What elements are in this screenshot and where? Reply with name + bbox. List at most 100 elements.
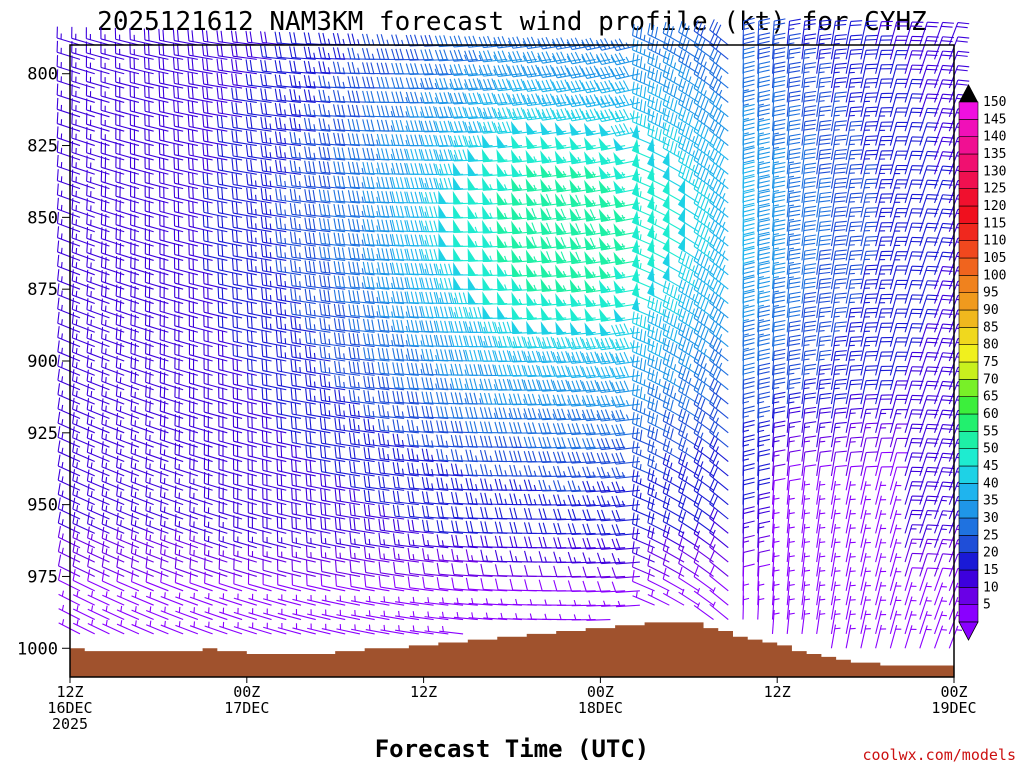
barb-half-flag [376, 253, 379, 260]
barb-half-flag [105, 448, 108, 455]
barb-flag [318, 160, 322, 173]
barb-flag [385, 291, 390, 303]
barb-flag [274, 117, 278, 129]
barb-flag [322, 47, 326, 59]
wind-barb [173, 243, 199, 261]
barb-flag [265, 245, 268, 258]
wind-barb [159, 171, 184, 190]
barb-flag [327, 147, 331, 159]
wind-barb [158, 28, 184, 46]
wind-barb [262, 473, 287, 491]
barb-flag [338, 461, 341, 473]
barb-flag [433, 234, 438, 247]
barb-flag [385, 105, 390, 117]
barb-flag [245, 59, 249, 71]
barb-half-flag [119, 462, 122, 469]
barb-flag [261, 359, 264, 371]
barb-flag [425, 363, 430, 375]
wind-barb [333, 147, 360, 161]
wind-barb [129, 28, 154, 46]
barb-flag [348, 389, 352, 402]
barb-flag [279, 160, 282, 172]
barb-flag [347, 161, 352, 174]
barb-flag [101, 455, 104, 467]
barb-flag [457, 49, 463, 61]
barb-half-flag [255, 194, 257, 201]
barb-flag [337, 161, 341, 173]
barb-staff [56, 51, 81, 60]
wind-barb [71, 369, 95, 391]
barb-flag [86, 369, 89, 382]
barb-flag [436, 391, 440, 404]
barb-flag [304, 345, 308, 358]
wind-barb [217, 215, 243, 233]
wind-barb [188, 200, 213, 218]
barb-flag [439, 78, 444, 90]
barb-half-flag [149, 534, 152, 541]
wind-barb [246, 273, 272, 290]
barb-half-flag [361, 225, 364, 231]
barb-flag [86, 483, 90, 496]
wind-barb [158, 71, 184, 89]
barb-flag [261, 401, 264, 414]
barb-flag [246, 201, 249, 214]
barb-flag [440, 392, 444, 404]
wind-barb [56, 26, 81, 46]
wind-barb [57, 269, 81, 290]
wind-barb [246, 230, 272, 247]
wind-barb [144, 185, 169, 204]
barb-flag [352, 361, 356, 374]
barb-flag [392, 333, 396, 346]
barb-half-flag [420, 340, 423, 347]
barb-flag [246, 187, 249, 200]
barb-flag [143, 28, 146, 40]
barb-half-flag [427, 611, 430, 618]
wind-barb [144, 156, 169, 175]
barb-flag [429, 349, 434, 361]
barb-flag [72, 569, 76, 581]
barb-half-flag [75, 405, 78, 411]
barb-flag [366, 233, 371, 245]
barb-half-flag [134, 463, 137, 470]
barb-flag [399, 120, 404, 132]
barb-flag [439, 49, 444, 61]
wind-barb [188, 229, 213, 247]
wind-barb [101, 441, 125, 463]
wind-barb [304, 132, 331, 147]
barb-half-flag [343, 424, 346, 431]
wind-barb [377, 319, 405, 333]
barb-flag [320, 545, 323, 558]
barb-flag [57, 468, 61, 481]
barb-flag [265, 345, 268, 358]
barb-half-flag [398, 610, 400, 617]
barb-pennant [452, 219, 462, 233]
barb-flag [414, 277, 419, 289]
barb-flag [231, 87, 234, 100]
wind-barb [232, 315, 257, 333]
wind-barb [318, 118, 346, 132]
barb-flag [378, 447, 381, 459]
barb-flag [381, 276, 385, 289]
barb-flag [204, 571, 206, 584]
barb-half-flag [427, 597, 430, 603]
wind-barb [188, 271, 213, 290]
barb-half-flag [468, 326, 472, 333]
barb-flag [392, 362, 396, 374]
barb-flag [232, 301, 234, 313]
barb-flag [347, 133, 352, 145]
barb-flag [324, 461, 327, 473]
barb-flag [235, 202, 238, 214]
barb-flag [410, 248, 415, 261]
wind-barb [57, 354, 81, 376]
barb-half-flag [299, 266, 301, 273]
barb-flag [162, 58, 165, 70]
wind-barb [173, 71, 198, 89]
wind-barb [216, 158, 243, 175]
barb-half-flag [387, 439, 390, 446]
barb-flag [399, 48, 404, 60]
barb-flag [391, 77, 396, 89]
barb-half-flag [361, 268, 364, 274]
barb-flag [453, 64, 459, 76]
wind-barb [130, 441, 154, 463]
barb-flag [260, 259, 264, 271]
